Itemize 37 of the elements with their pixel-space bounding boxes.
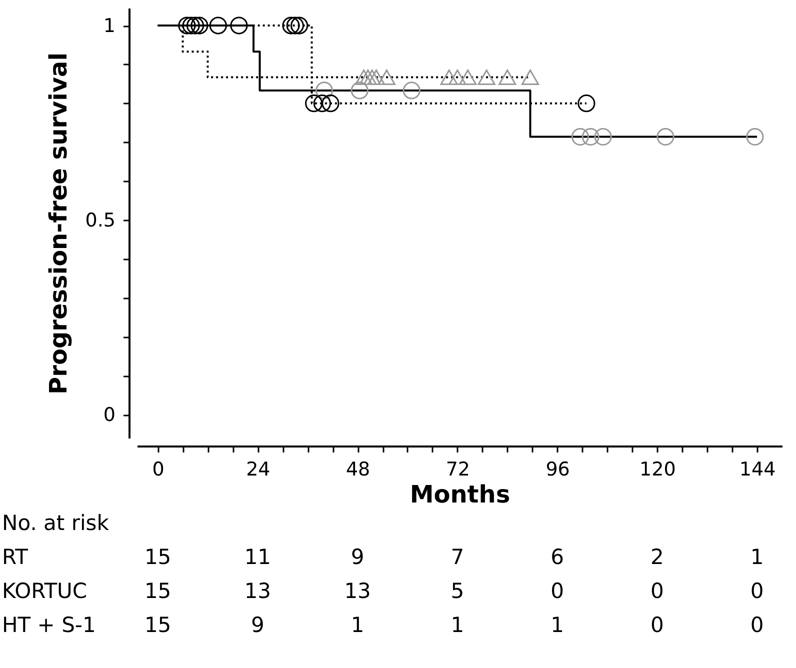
text: 2 [650,545,664,569]
text: 1 [350,613,364,637]
text: 7 [450,545,464,569]
y-axis-title: Progression-free survival [44,52,72,394]
text: 13 [344,579,371,603]
text: 0 [650,613,664,637]
text: 0 [750,613,764,637]
x-axis-title: Months [410,480,510,508]
text: RT [2,545,28,569]
x-tick-label: 144 [739,458,776,480]
text: 11 [244,545,272,569]
text: 15 [144,545,172,569]
text: HT + S-1 [2,613,96,637]
x-tick-label: 48 [346,458,370,480]
y-tick-label: 1 [103,15,116,38]
text: 6 [550,545,564,569]
text: 1 [750,545,764,569]
text: 0 [750,579,764,603]
y-tick-label: 0.5 [85,210,116,232]
text: 0 [550,579,564,603]
text: 5 [450,579,464,603]
x-tick-label: 24 [246,458,270,480]
text: 0 [650,579,664,603]
text: No. at risk [2,511,110,535]
x-tick-label: 72 [446,458,470,480]
x-tick-label: 120 [640,458,676,480]
text: 13 [244,579,272,603]
text: 9 [350,545,364,569]
text: 15 [144,579,172,603]
text: 9 [250,613,264,637]
text: 15 [144,613,172,637]
text: 1 [550,613,564,637]
text: 1 [450,613,464,637]
x-tick-label: 0 [152,458,164,480]
x-tick-label: 96 [546,458,570,480]
text: KORTUC [2,579,88,603]
y-tick-label: 0 [103,404,116,426]
